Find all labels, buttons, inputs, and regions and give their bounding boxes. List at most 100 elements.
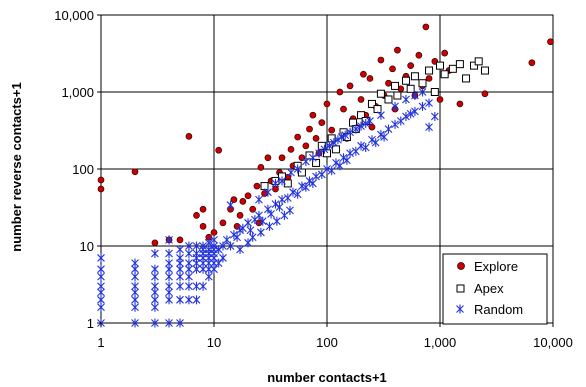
random-point: [293, 164, 302, 174]
random-point: [425, 122, 433, 132]
random-point: [332, 158, 340, 168]
random-point: [275, 202, 284, 212]
explore-point: [547, 38, 554, 46]
y-tick-label: 100: [72, 162, 94, 177]
explore-point: [309, 111, 317, 119]
random-point: [402, 94, 410, 104]
explore-point: [278, 154, 286, 162]
legend-label-random: Random: [474, 302, 523, 317]
random-point: [325, 141, 334, 151]
explore-point: [236, 212, 244, 219]
apex-point: [480, 66, 489, 75]
random-point: [346, 127, 354, 137]
explore-point: [318, 119, 326, 126]
explore-point: [436, 96, 444, 103]
random-point: [308, 153, 317, 163]
explore-point: [306, 125, 313, 133]
random-point: [380, 132, 388, 142]
random-point: [278, 195, 286, 205]
random-point: [214, 258, 223, 268]
random-point: [271, 199, 280, 209]
random-point: [192, 295, 201, 305]
explore-point: [219, 219, 227, 227]
explore-point: [302, 142, 310, 150]
random-point: [286, 205, 294, 215]
random-point: [351, 124, 360, 134]
random-point: [192, 241, 201, 251]
y-tick-label: 1: [87, 316, 94, 331]
explore-point: [239, 198, 247, 205]
x-axis-title: number contacts+1: [267, 370, 387, 385]
random-point: [246, 225, 255, 235]
random-point: [391, 119, 399, 129]
explore-point: [422, 23, 430, 31]
x-tick-label: 100: [316, 335, 338, 350]
random-point: [312, 171, 320, 181]
random-point: [305, 176, 314, 186]
random-point: [258, 216, 267, 226]
legend-marker-explore: [457, 262, 465, 270]
explore-point: [312, 135, 320, 142]
legend-label-explore: Explore: [474, 259, 518, 274]
random-point: [271, 178, 280, 188]
random-point: [315, 148, 323, 158]
explore-point: [264, 154, 272, 162]
apex-point: [327, 134, 336, 143]
explore-point: [97, 185, 105, 193]
x-tick-label: 1: [97, 335, 104, 350]
random-point: [248, 232, 257, 242]
random-point: [334, 135, 342, 145]
random-point: [204, 238, 213, 248]
explore-point: [249, 205, 257, 213]
random-point: [384, 124, 393, 134]
random-point: [272, 216, 281, 226]
explore-point: [199, 205, 207, 213]
apex-point: [391, 81, 400, 90]
apex-point: [373, 105, 382, 114]
apex-point: [474, 57, 483, 66]
random-point: [97, 253, 105, 263]
apex-point: [436, 61, 444, 70]
y-tick-label: 1,000: [61, 85, 94, 100]
random-point: [131, 258, 139, 268]
apex-point: [317, 141, 326, 150]
random-point: [402, 112, 410, 122]
random-point: [308, 178, 317, 188]
random-point: [219, 253, 227, 263]
random-point: [185, 281, 193, 291]
explore-point: [199, 222, 207, 230]
explore-point: [193, 212, 200, 219]
explore-point: [528, 59, 536, 67]
random-point: [151, 248, 159, 258]
random-point: [346, 148, 354, 158]
random-point: [335, 161, 344, 171]
random-point: [361, 118, 370, 128]
random-point: [131, 281, 139, 291]
random-point: [287, 168, 295, 178]
random-point: [244, 218, 252, 228]
apex-point: [297, 168, 306, 177]
data-points: [97, 23, 554, 328]
apex-point: [376, 89, 385, 98]
explore-point: [287, 145, 295, 153]
random-point: [192, 281, 201, 291]
explore-point: [244, 192, 252, 200]
apex-point: [406, 84, 415, 93]
apex-point: [430, 88, 439, 96]
apex-point: [283, 179, 292, 188]
random-point: [406, 109, 415, 119]
random-point: [131, 318, 139, 328]
apex-point: [401, 76, 410, 85]
explore-point: [185, 133, 193, 140]
random-point: [199, 241, 207, 251]
x-tick-label: 10: [207, 335, 221, 350]
apex-point: [425, 66, 434, 75]
explore-point: [415, 51, 423, 59]
explore-point: [357, 96, 365, 103]
explore-point: [233, 222, 241, 230]
explore-point: [377, 56, 385, 64]
random-point: [418, 101, 427, 111]
explore-point: [340, 105, 347, 113]
legend-label-apex: Apex: [474, 281, 504, 296]
